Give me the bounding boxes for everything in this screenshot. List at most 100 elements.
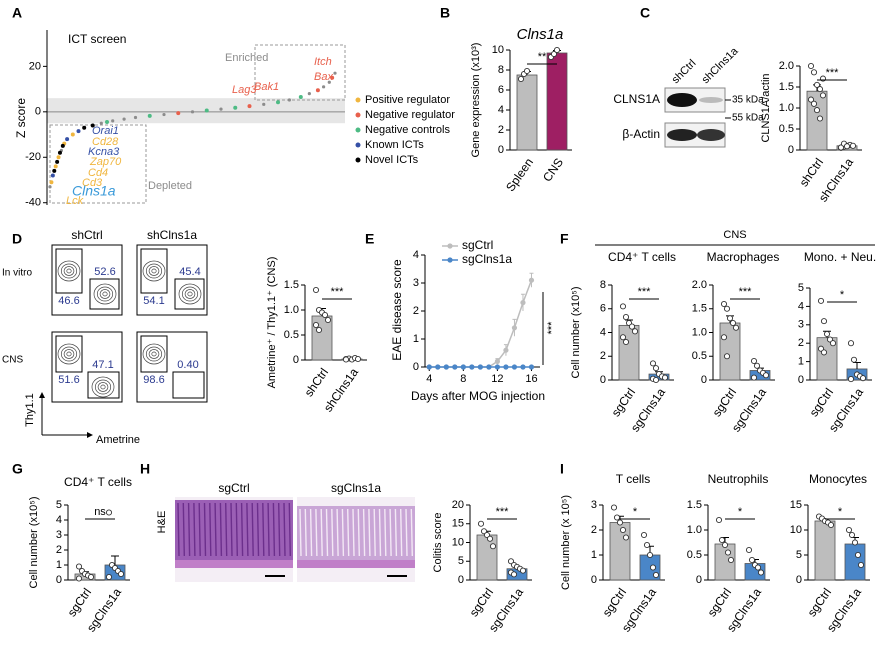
data-point [652,365,660,372]
crypt [304,508,307,557]
data-point [729,319,737,327]
y-tick-label: 0.5 [779,123,794,135]
data-point [652,571,660,579]
gate-value: 0.40 [177,359,198,371]
panel-label: A [12,5,22,21]
chart-title: Neutrophils [708,472,769,486]
y-tick-label: 20 [29,60,41,72]
contour [60,263,78,279]
crypt [331,508,334,557]
panel-label: E [365,231,374,247]
data-point [859,375,867,382]
data-point [849,142,857,149]
band-label: CLNS1A [613,92,660,106]
y-tick-label: 3 [591,499,597,511]
y-tick-label: 10 [492,44,504,56]
y-tick-label: 0 [35,106,41,118]
bar [814,520,836,581]
contour [148,266,160,276]
data-point [646,551,654,559]
legend-label: sgClns1a [462,252,512,266]
y-tick-label: 3 [56,529,62,541]
contour [99,289,111,299]
contour [91,376,115,398]
gate [140,335,168,373]
gate [55,335,83,373]
contour [57,260,81,282]
data-point [503,347,509,353]
contour [57,343,81,365]
y-tick-label: 4 [798,300,804,312]
crypt [209,502,212,557]
data-point [176,111,181,116]
data-point [619,526,627,534]
x-tick-label: sgCtrl [600,586,629,620]
crypt [368,508,371,557]
blot-band [667,93,697,107]
crypt [182,502,185,557]
data-point [816,86,824,93]
gate-value: 47.1 [92,359,113,371]
crypt [410,508,413,557]
x-tick-label: sgCtrl [807,386,836,420]
crypt [219,502,223,557]
contour [181,286,199,302]
y-tick-label: 0 [788,144,794,156]
chart-title: Mono. + Neu. [804,250,876,264]
y-tick-label: 15 [452,518,464,530]
data-point [622,338,630,346]
data-point [517,75,525,83]
data-point [324,316,332,324]
data-point [820,349,828,356]
x-tick-label: shCtrl [302,366,331,400]
background-point [48,185,52,189]
crypt [214,502,217,557]
data-point [550,50,558,58]
data-point [520,300,526,306]
data-point [750,357,758,365]
data-point [807,96,815,103]
data-point [753,362,761,369]
data-point [105,509,113,516]
legend-label: Known ICTs [365,139,424,151]
significance-label: *** [739,286,753,298]
contour [63,349,75,359]
y-axis-label: Colitis score [432,513,444,573]
contour [66,351,72,357]
data-point [494,364,501,370]
gate [55,248,83,294]
gate [89,278,120,310]
legend-marker [355,157,361,163]
data-point [847,340,855,347]
data-point [715,516,723,524]
data-point [628,323,636,330]
data-point [315,326,323,334]
y-tick-label: 5 [458,555,464,567]
lane-label: shCtrl [670,57,699,86]
data-point [477,520,485,527]
y-tick-label: 2 [56,544,62,556]
axis-arrow [41,395,90,436]
gene-label: Zap70 [89,156,122,168]
data-point [55,159,60,164]
y-tick-label: 4 [498,104,504,116]
y-tick-label: 1.5 [692,303,707,315]
data-point [312,286,320,294]
y-axis-label: Gene expression (x10³) [470,43,482,158]
y-tick-label: 10 [452,536,464,548]
gene-label: Orai1 [92,125,119,137]
gate-value: 98.6 [143,374,164,386]
y-tick-label: 0 [591,574,597,586]
data-point [718,536,726,544]
x-tick-label: sgCtrl [710,386,739,420]
significance-label: *** [826,67,840,79]
x-axis-label: Ametrine [96,434,140,446]
y-tick-label: 4 [600,326,606,338]
chart-title: T cells [616,472,650,486]
legend-marker [447,243,453,249]
panel-label: D [12,231,22,247]
y-tick-label: 4 [56,514,62,526]
depleted-box [49,124,147,204]
x-tick-label: sgCtrl [467,586,496,620]
